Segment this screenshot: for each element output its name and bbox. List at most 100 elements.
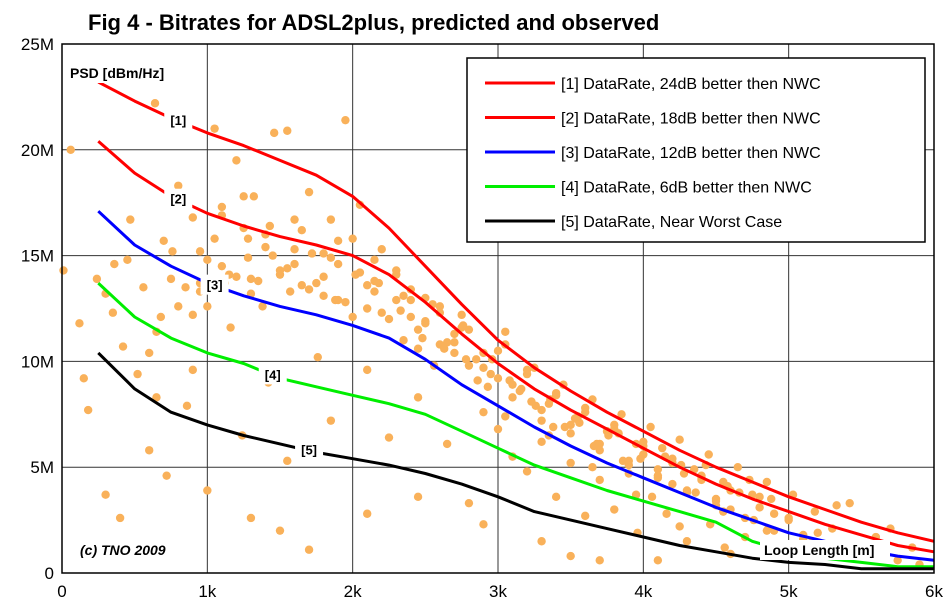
observed-point [203, 255, 212, 265]
observed-point [610, 505, 619, 514]
observed-point [733, 463, 742, 472]
observed-point [363, 365, 372, 375]
observed-point [283, 126, 292, 135]
observed-point [566, 458, 575, 468]
observed-point [203, 486, 212, 495]
observed-point [392, 295, 401, 305]
observed-point [450, 329, 459, 339]
observed-point [319, 272, 328, 281]
chart-title: Fig 4 - Bitrates for ADSL2plus, predicte… [88, 10, 659, 35]
observed-point [182, 401, 192, 411]
observed-point [66, 145, 75, 154]
observed-point [435, 302, 445, 311]
observed-point [762, 526, 772, 535]
observed-point [168, 247, 177, 256]
observed-point [527, 397, 536, 406]
series-line-4 [97, 282, 934, 569]
legend-label-4: [4] DataRate, 6dB better then NWC [561, 180, 812, 197]
observed-point [413, 344, 423, 353]
observed-point [139, 283, 148, 292]
legend-box [466, 57, 926, 243]
observed-point [682, 537, 692, 546]
observed-point [297, 226, 306, 235]
observed-point [769, 509, 779, 518]
observed-point [421, 319, 430, 328]
series-line-1 [97, 80, 935, 543]
observed-point [370, 287, 379, 296]
observed-point [156, 312, 166, 322]
observed-point [133, 369, 142, 379]
series-label-4: [4] [265, 367, 281, 382]
observed-point [249, 192, 259, 201]
series-label-bg [258, 364, 287, 385]
observed-point [348, 234, 357, 243]
observed-point [166, 274, 176, 284]
y-tick-label: 15M [21, 247, 54, 266]
observed-point [217, 261, 227, 271]
observed-point [108, 308, 118, 317]
observed-point [647, 492, 657, 502]
observed-point [188, 365, 197, 375]
observed-point [691, 488, 700, 497]
y-tick-label: 10M [21, 352, 54, 371]
observed-point [457, 323, 466, 332]
observed-point [203, 302, 212, 311]
observed-point [326, 416, 336, 425]
observed-point [261, 242, 270, 252]
observed-point [595, 446, 604, 455]
observed-point [755, 492, 764, 502]
observed-point [413, 325, 423, 334]
observed-point [304, 187, 314, 197]
observed-point [258, 302, 267, 311]
observed-point [440, 344, 449, 353]
observed-point [312, 278, 321, 288]
observed-point [624, 456, 633, 466]
y-tick-label: 5M [30, 458, 54, 477]
observed-point [522, 467, 532, 476]
x-tick-label: 6k [925, 582, 943, 601]
observed-point [92, 274, 102, 284]
observed-point [662, 509, 671, 518]
observed-point [174, 181, 183, 190]
observed-point [636, 454, 645, 463]
observed-point [110, 259, 119, 269]
observed-point [152, 393, 161, 402]
observed-point [618, 456, 628, 466]
observed-point [617, 410, 626, 419]
observed-point [377, 308, 386, 317]
axis-ticks: 0 1k 2k 3k 4k 5k 6k 0 5M 10M 15M 20M 25M [21, 35, 944, 601]
observed-point [333, 236, 343, 245]
observed-point [297, 281, 306, 290]
observed-point [290, 245, 299, 254]
observed-point [675, 522, 684, 531]
observed-point [377, 245, 386, 254]
observed-point [399, 336, 408, 345]
legend: [1] DataRate, 24dB better then NWC [2] Da… [466, 57, 926, 243]
observed-point [275, 266, 285, 275]
observed-point [653, 556, 663, 565]
observed-point [59, 266, 68, 275]
series-label-bg [164, 188, 193, 209]
observed-point [522, 369, 532, 379]
observed-point [450, 338, 459, 347]
observed-point [810, 507, 820, 516]
observed-point [363, 281, 372, 290]
observed-point [464, 325, 474, 334]
observed-point [370, 255, 379, 265]
observed-point [413, 492, 423, 502]
observed-point [442, 338, 452, 347]
observed-point [268, 251, 277, 260]
observed-point [653, 471, 663, 480]
observed-point [75, 319, 84, 328]
observed-point [566, 551, 575, 561]
observed-point [493, 346, 503, 356]
observed-point [232, 272, 241, 281]
observed-point [418, 333, 427, 343]
observed-point [195, 247, 205, 256]
series-label-3: [3] [207, 278, 223, 293]
observed-point [893, 556, 902, 565]
series-label-1: [1] [170, 113, 186, 128]
observed-point [307, 249, 317, 258]
observed-point [396, 306, 405, 315]
x-tick-label: 1k [198, 582, 216, 601]
